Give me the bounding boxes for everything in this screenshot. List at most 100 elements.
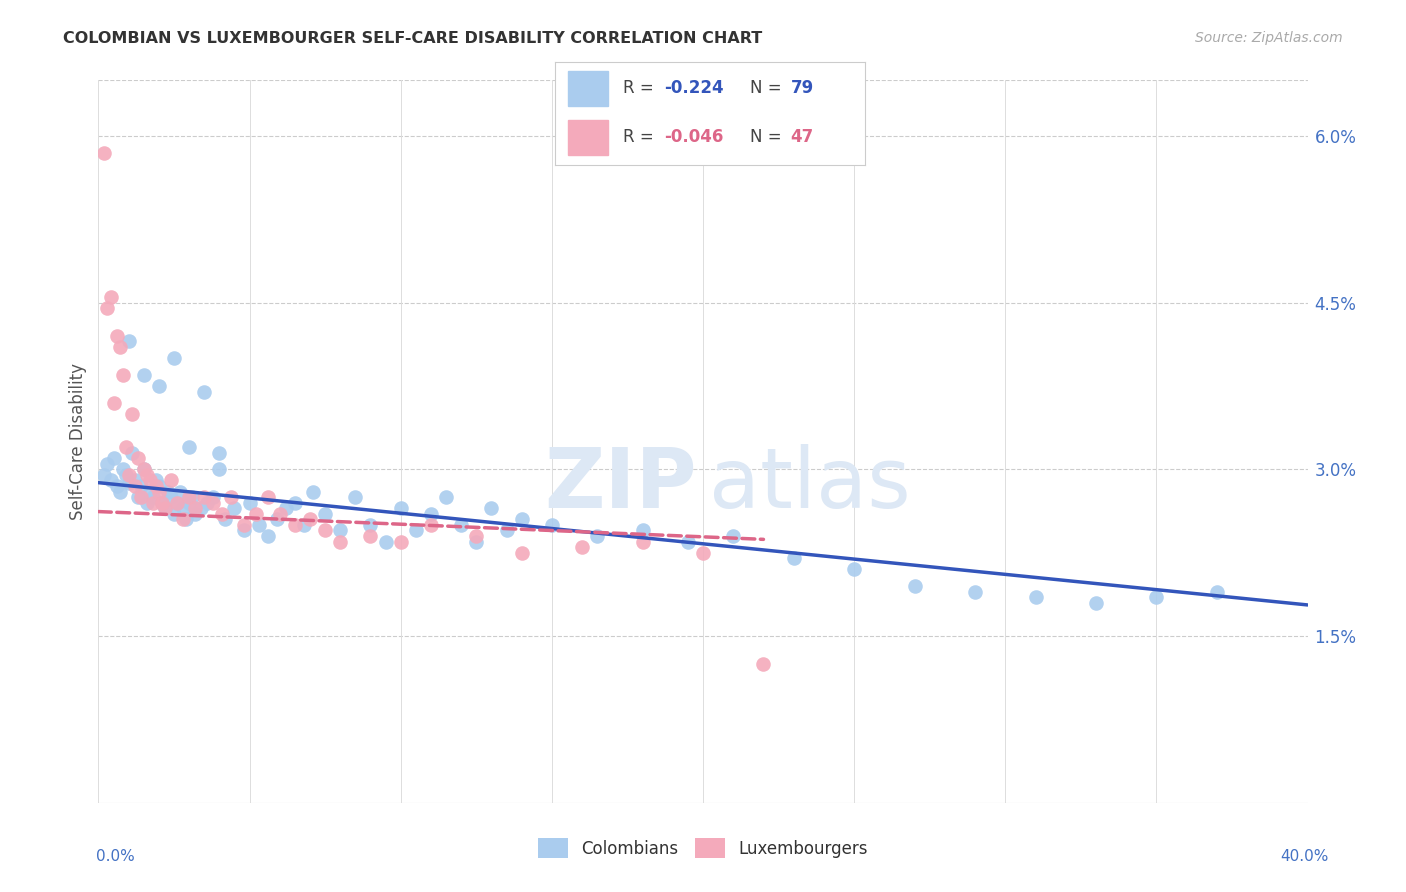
Point <box>692 546 714 560</box>
Point <box>783 551 806 566</box>
Point <box>676 534 699 549</box>
Text: R =: R = <box>623 79 659 97</box>
Point <box>172 512 194 526</box>
Point <box>360 517 382 532</box>
Point <box>314 524 336 538</box>
Text: COLOMBIAN VS LUXEMBOURGER SELF-CARE DISABILITY CORRELATION CHART: COLOMBIAN VS LUXEMBOURGER SELF-CARE DISA… <box>63 31 762 46</box>
Point <box>481 501 503 516</box>
Text: 79: 79 <box>790 79 814 97</box>
Point <box>127 490 149 504</box>
Point <box>118 334 141 349</box>
Point <box>202 490 225 504</box>
Point <box>132 462 155 476</box>
Point <box>510 512 533 526</box>
Point <box>299 512 322 526</box>
Point <box>540 517 562 532</box>
Point <box>465 529 488 543</box>
Point <box>1146 590 1168 604</box>
Point <box>142 490 165 504</box>
Point <box>111 368 134 382</box>
Point <box>103 451 125 466</box>
Point <box>723 529 745 543</box>
Point <box>495 524 517 538</box>
Point <box>145 474 167 488</box>
Text: ZIP: ZIP <box>544 444 697 525</box>
Point <box>221 490 243 504</box>
Point <box>405 524 427 538</box>
Text: Source: ZipAtlas.com: Source: ZipAtlas.com <box>1195 31 1343 45</box>
Point <box>169 484 191 499</box>
Point <box>166 496 188 510</box>
Legend: Colombians, Luxembourgers: Colombians, Luxembourgers <box>530 830 876 867</box>
Point <box>184 507 207 521</box>
Point <box>139 474 162 488</box>
Point <box>193 384 215 399</box>
Point <box>145 479 167 493</box>
Point <box>420 517 443 532</box>
Point <box>389 501 412 516</box>
Point <box>571 540 593 554</box>
Text: N =: N = <box>751 128 787 146</box>
Point <box>256 490 278 504</box>
Point <box>1085 596 1108 610</box>
Point <box>266 512 288 526</box>
Point <box>100 474 122 488</box>
Point <box>105 329 128 343</box>
Point <box>179 440 201 454</box>
Point <box>121 445 143 459</box>
Point <box>118 467 141 482</box>
Point <box>631 534 654 549</box>
Point <box>202 496 225 510</box>
Text: atlas: atlas <box>709 444 911 525</box>
Point <box>586 529 609 543</box>
Point <box>389 534 412 549</box>
Text: 40.0%: 40.0% <box>1281 849 1329 864</box>
Point <box>284 496 307 510</box>
Point <box>360 529 382 543</box>
Point <box>344 490 367 504</box>
Point <box>93 145 115 160</box>
Point <box>150 496 173 510</box>
Point <box>374 534 396 549</box>
Point <box>631 524 654 538</box>
Point <box>1024 590 1046 604</box>
Point <box>124 479 146 493</box>
Point <box>160 474 183 488</box>
Point <box>208 462 231 476</box>
Point <box>103 395 125 409</box>
Point <box>108 340 131 354</box>
Point <box>166 496 188 510</box>
Bar <box>568 120 607 155</box>
Point <box>121 407 143 421</box>
Text: N =: N = <box>751 79 787 97</box>
Point <box>96 457 118 471</box>
Point <box>232 524 254 538</box>
Point <box>105 479 128 493</box>
Point <box>1206 584 1229 599</box>
Point <box>129 490 152 504</box>
Point <box>208 445 231 459</box>
Point <box>142 496 165 510</box>
Point <box>190 501 212 516</box>
Point <box>329 524 352 538</box>
Point <box>269 507 291 521</box>
Point <box>135 496 157 510</box>
Point <box>163 351 186 366</box>
Point <box>148 484 170 499</box>
Point <box>118 475 141 490</box>
Text: 47: 47 <box>790 128 814 146</box>
Point <box>965 584 987 599</box>
Point <box>211 507 233 521</box>
Point <box>148 379 170 393</box>
Text: R =: R = <box>623 128 659 146</box>
Point <box>153 501 176 516</box>
Point <box>93 467 115 482</box>
Point <box>195 496 218 510</box>
Point <box>114 467 136 482</box>
Point <box>239 496 262 510</box>
Text: 0.0%: 0.0% <box>96 849 135 864</box>
Point <box>224 501 246 516</box>
Point <box>179 496 201 510</box>
Point <box>247 517 270 532</box>
Point <box>108 484 131 499</box>
